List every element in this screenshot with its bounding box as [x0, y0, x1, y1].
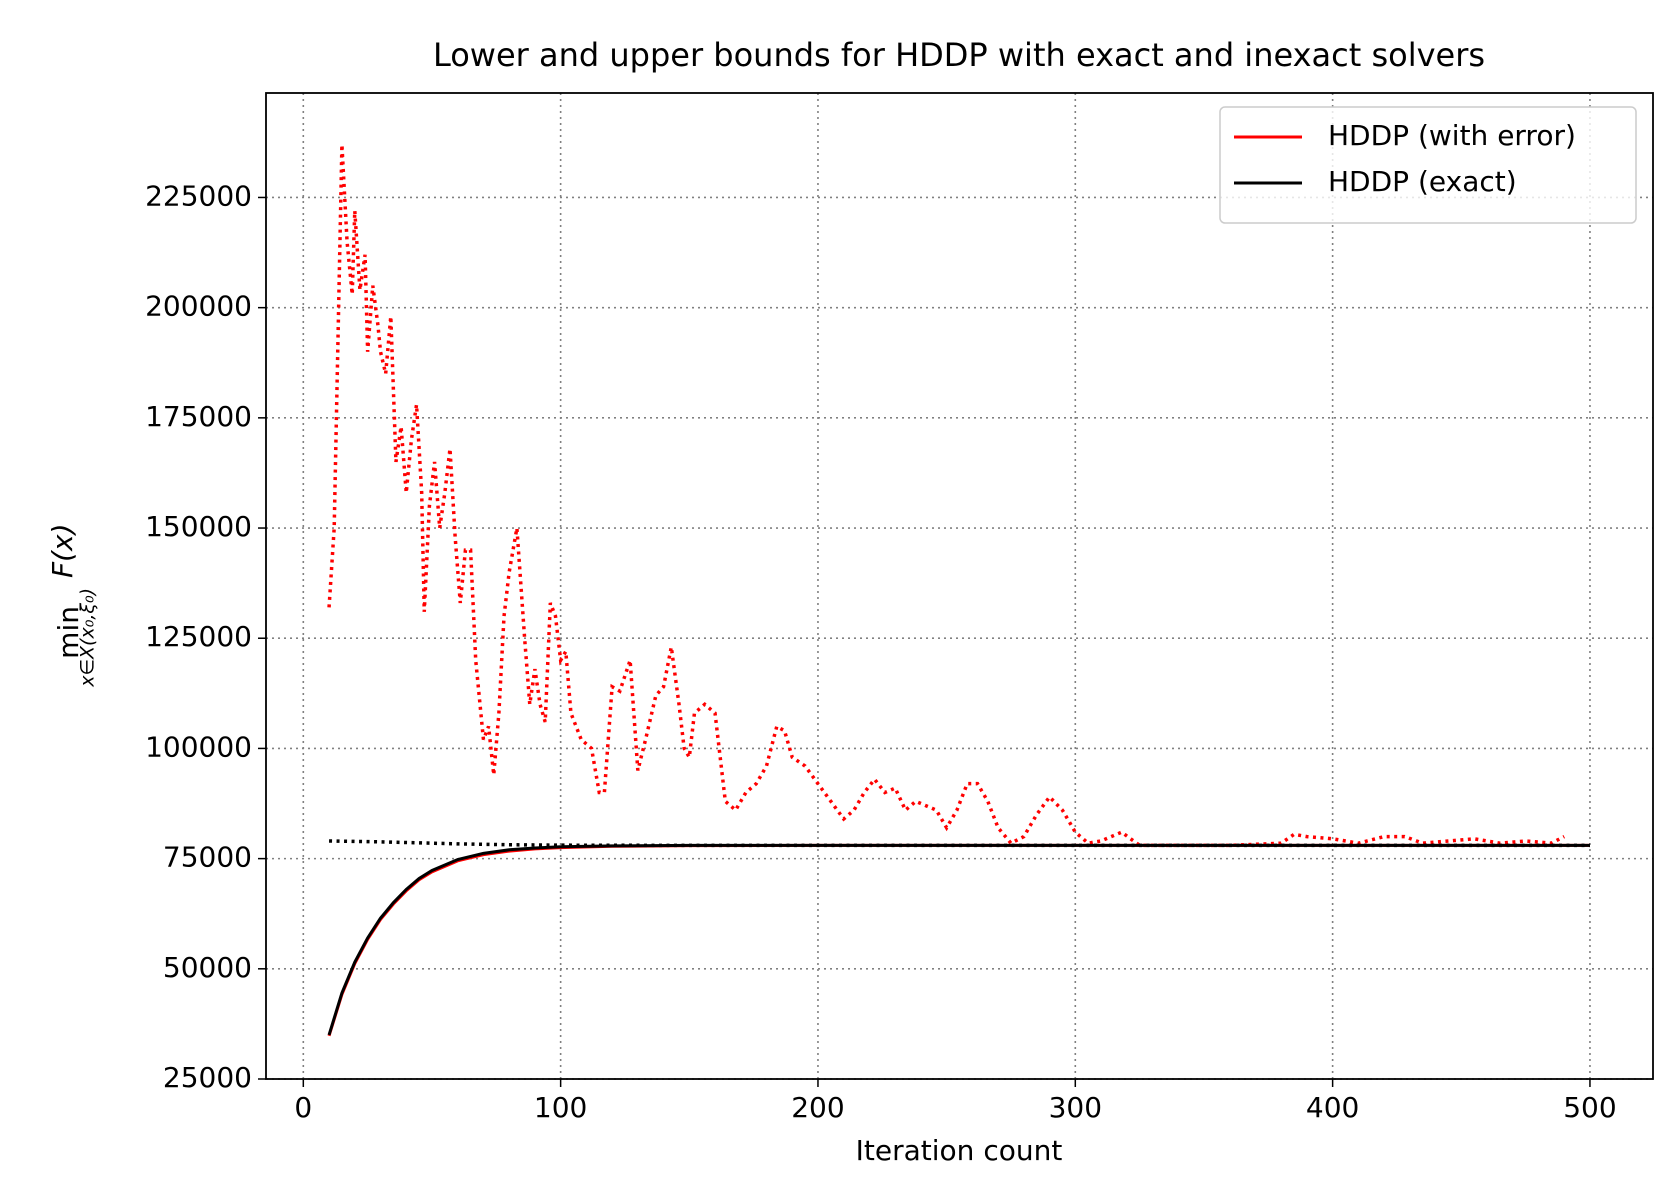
y-tick-label: 25000 [163, 1061, 252, 1094]
y-tick-label: 175000 [145, 400, 252, 433]
y-tick-label: 150000 [145, 510, 252, 543]
y-label-min: min [52, 606, 85, 659]
y-tick-label: 125000 [145, 620, 252, 653]
legend-box [1219, 106, 1637, 224]
x-tick-label: 300 [1049, 1091, 1102, 1124]
y-axis-label: min x∈X(x₀,ξ₀) F(x) [46, 523, 99, 687]
data-line [327, 843, 1590, 1036]
y-tick-label: 50000 [163, 951, 252, 984]
y-tick-label: 200000 [145, 290, 252, 323]
x-axis-label: Iteration count [856, 1134, 1063, 1167]
plot-frame [265, 92, 1654, 1080]
y-tick-label: 225000 [145, 179, 252, 212]
legend-label: HDDP (with error) [1328, 119, 1576, 152]
y-tick-label: 100000 [145, 730, 252, 763]
legend-label: HDDP (exact) [1328, 165, 1517, 198]
y-label-subscript: x∈X(x₀,ξ₀) [77, 588, 99, 688]
x-tick-label: 400 [1306, 1091, 1359, 1124]
x-tick-label: 500 [1563, 1091, 1616, 1124]
x-tick-label: 0 [294, 1091, 312, 1124]
x-tick-label: 100 [534, 1091, 587, 1124]
data-line [327, 144, 1566, 848]
chart-title: Lower and upper bounds for HDDP with exa… [433, 36, 1485, 74]
y-tick-label: 75000 [163, 841, 252, 874]
y-label-function: F(x) [46, 523, 79, 578]
x-tick-label: 200 [791, 1091, 844, 1124]
